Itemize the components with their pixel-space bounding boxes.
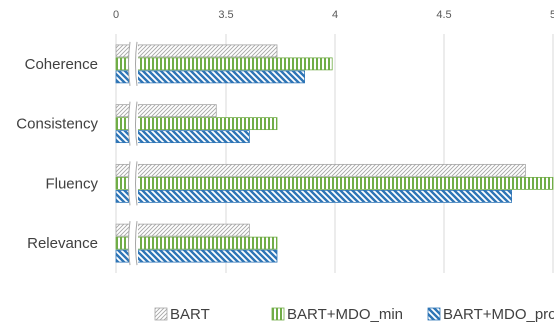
axis-break-line xyxy=(135,101,138,146)
category-labels: Coherence Consistency Fluency Relevance xyxy=(16,56,98,252)
legend-swatch xyxy=(427,307,441,321)
axis-break-line xyxy=(135,41,138,86)
bar xyxy=(115,249,278,263)
bar xyxy=(115,57,333,71)
category-label: Coherence xyxy=(25,56,98,73)
legend-swatch xyxy=(271,307,285,321)
x-tick-label: 3.5 xyxy=(218,9,233,21)
category-label: Consistency xyxy=(16,116,98,133)
legend: BART BART+MDO_min BART+MDO_pro xyxy=(154,306,554,323)
axis-break-line xyxy=(135,221,138,266)
x-tick-label: 5 xyxy=(550,9,554,21)
axis-breaks xyxy=(128,41,138,266)
category-label: Fluency xyxy=(45,175,98,192)
x-axis-ticks: 0 3.5 4 4.5 5 xyxy=(113,9,554,21)
legend-label: BART xyxy=(170,306,210,323)
bar xyxy=(115,236,278,250)
x-tick-label: 4 xyxy=(332,9,338,21)
axis-break xyxy=(129,221,138,266)
bar xyxy=(115,189,513,203)
legend-item: BART xyxy=(154,306,210,323)
bar xyxy=(115,130,250,144)
bars xyxy=(115,44,554,263)
bar xyxy=(115,176,554,190)
bar xyxy=(115,163,526,177)
legend-swatch xyxy=(154,307,168,321)
axis-break xyxy=(129,161,138,206)
legend-label: BART+MDO_min xyxy=(287,306,403,323)
x-tick-label: 0 xyxy=(113,9,119,21)
legend-item: BART+MDO_min xyxy=(271,306,403,323)
bar xyxy=(115,223,250,237)
axis-break-line xyxy=(128,41,131,86)
axis-break-line xyxy=(128,161,131,206)
category-label: Relevance xyxy=(27,235,98,252)
axis-break xyxy=(129,41,138,86)
bar xyxy=(115,44,278,58)
axis-break-line xyxy=(128,101,131,146)
axis-break-line xyxy=(135,161,138,206)
axis-break xyxy=(129,101,138,146)
bar xyxy=(115,117,278,131)
bar xyxy=(115,104,217,118)
legend-label: BART+MDO_pro xyxy=(443,306,554,323)
axis-break-line xyxy=(128,221,131,266)
bar xyxy=(115,70,306,84)
x-tick-label: 4.5 xyxy=(436,9,451,21)
legend-item: BART+MDO_pro xyxy=(427,306,554,323)
